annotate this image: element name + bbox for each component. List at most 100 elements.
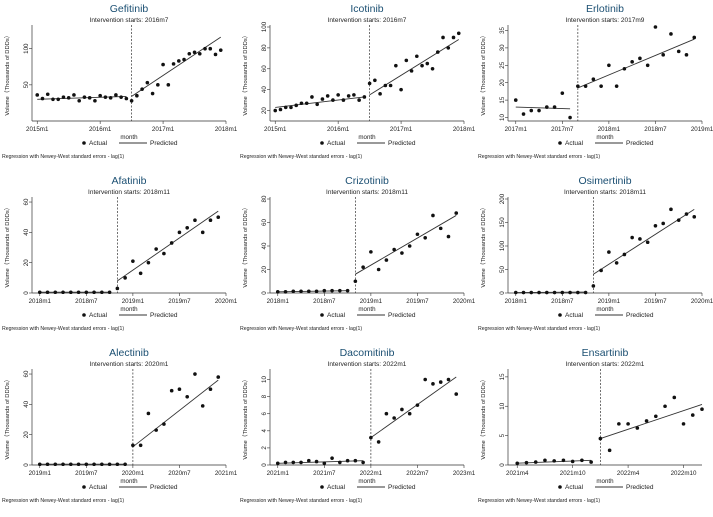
actual-point: [362, 95, 367, 99]
actual-point: [456, 31, 461, 36]
y-tick-label: 20: [499, 79, 506, 86]
actual-point: [330, 456, 334, 460]
actual-point: [291, 460, 296, 465]
x-tick-label: 2019m1: [122, 298, 145, 305]
x-tick-label: 2016m1: [89, 126, 112, 133]
actual-point: [299, 289, 303, 294]
actual-point: [700, 407, 704, 411]
actual-point: [415, 403, 420, 407]
chart-title: Gefitinib: [110, 3, 149, 15]
actual-point: [669, 207, 673, 212]
actual-point: [545, 290, 549, 295]
x-tick-label: 2020m1: [122, 470, 145, 477]
x-tick-label: 2019m1: [691, 126, 713, 133]
legend-actual-marker: [558, 141, 562, 145]
actual-point: [203, 46, 207, 51]
chart-panel-dacomitinib: Dacomitinib Intervention starts: 2022m1 20…: [238, 344, 475, 516]
legend-actual-marker: [320, 485, 324, 489]
actual-point: [315, 102, 319, 107]
actual-point: [307, 289, 311, 294]
actual-point: [187, 51, 192, 56]
actual-point: [283, 105, 288, 110]
actual-point: [131, 443, 135, 448]
legend-actual-label: Actual: [565, 484, 584, 491]
actual-point: [438, 226, 443, 231]
actual-point: [560, 91, 565, 95]
actual-point: [369, 250, 373, 254]
y-tick-label: 10: [499, 114, 506, 121]
chart-subtitle: Intervention starts: 2018m11: [88, 189, 170, 196]
y-axis-label: Volume（Thousands of DDDs）: [4, 32, 11, 115]
legend-actual-marker: [320, 313, 324, 317]
actual-point: [376, 440, 381, 444]
actual-point: [45, 462, 50, 467]
actual-point: [177, 230, 182, 235]
actual-point: [84, 290, 89, 295]
actual-point: [446, 377, 451, 382]
actual-point: [560, 290, 565, 295]
actual-point: [278, 107, 283, 112]
actual-point: [154, 428, 158, 432]
actual-point: [185, 394, 189, 399]
y-tick-label: 20: [23, 431, 30, 438]
actual-point: [353, 458, 358, 463]
y-tick-label: 20: [261, 107, 268, 114]
actual-point: [124, 96, 129, 101]
actual-point: [589, 460, 593, 464]
actual-point: [591, 77, 596, 82]
x-axis-label: month: [120, 306, 138, 313]
actual-point: [322, 288, 327, 293]
x-tick-label: 2015m1: [26, 126, 49, 133]
legend-predicted-label: Predicted: [150, 140, 178, 147]
actual-point: [644, 419, 649, 423]
x-tick-label: 2016m1: [327, 126, 350, 133]
actual-point: [331, 98, 335, 102]
chart-title: Ensartinib: [582, 347, 629, 359]
actual-point: [115, 286, 120, 291]
x-tick-label: 2018m7: [644, 126, 667, 133]
actual-point: [357, 98, 361, 102]
x-tick-label: 2018m7: [551, 298, 574, 305]
actual-point: [645, 240, 650, 245]
actual-point: [45, 290, 50, 295]
y-tick-label: 25: [499, 61, 506, 68]
actual-point: [103, 95, 108, 99]
actual-point: [61, 290, 65, 295]
y-tick-label: 20: [23, 259, 30, 266]
actual-point: [87, 96, 92, 100]
legend-predicted-label: Predicted: [626, 484, 654, 491]
predicted-segment: [355, 215, 457, 275]
actual-point: [388, 83, 393, 88]
x-axis-label: month: [358, 306, 376, 313]
actual-point: [661, 53, 665, 57]
chart-title: Afatinib: [111, 175, 146, 187]
actual-point: [77, 98, 81, 103]
x-tick-label: 2019m7: [168, 298, 191, 305]
actual-point: [107, 462, 112, 467]
actual-point: [446, 46, 451, 50]
actual-point: [336, 93, 340, 97]
actual-point: [208, 218, 213, 223]
actual-point: [663, 404, 667, 409]
actual-point: [138, 443, 143, 448]
actual-point: [399, 87, 403, 92]
actual-point: [576, 84, 580, 88]
actual-point: [37, 290, 42, 295]
actual-point: [661, 221, 665, 226]
actual-point: [607, 448, 612, 453]
y-tick-label: 100: [261, 21, 268, 32]
actual-point: [653, 25, 658, 29]
actual-point: [314, 459, 319, 464]
actual-point: [537, 290, 541, 295]
actual-point: [273, 108, 278, 113]
actual-point: [299, 101, 304, 106]
y-tick-label: 0: [499, 463, 506, 467]
actual-point: [441, 35, 445, 40]
x-tick-label: 2018m7: [313, 298, 336, 305]
actual-point: [420, 63, 424, 68]
actual-point: [622, 66, 627, 71]
actual-point: [200, 230, 205, 235]
y-tick-label: 10: [261, 376, 268, 383]
actual-point: [533, 460, 538, 464]
x-tick-label: 2020m1: [453, 298, 475, 305]
